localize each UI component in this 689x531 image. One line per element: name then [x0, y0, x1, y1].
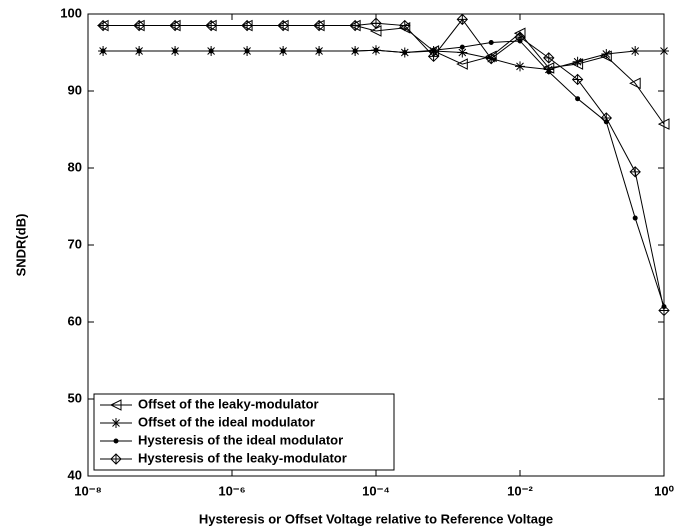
- marker: [459, 44, 465, 50]
- x-tick-label: 10⁻⁴: [362, 483, 390, 498]
- legend: Offset of the leaky-modulator Offset of t…: [93, 393, 395, 471]
- y-tick-label: 80: [68, 159, 82, 174]
- marker: [370, 17, 382, 29]
- y-tick-label: 100: [60, 5, 82, 20]
- series-line: [103, 40, 665, 307]
- marker: [208, 48, 214, 54]
- marker: [277, 19, 289, 32]
- marker: [109, 399, 122, 411]
- legend-box: [93, 393, 395, 471]
- marker: [402, 50, 408, 55]
- marker: [205, 19, 217, 32]
- marker: [632, 215, 638, 221]
- marker: [110, 453, 122, 465]
- legend-label: Hysteresis of the leaky-modulator: [138, 450, 347, 465]
- y-tick-label: 90: [68, 82, 82, 97]
- marker: [629, 77, 641, 90]
- marker: [113, 438, 119, 444]
- marker: [133, 19, 145, 32]
- marker: [172, 48, 178, 54]
- marker: [169, 19, 181, 32]
- marker: [352, 48, 358, 54]
- marker: [601, 49, 612, 60]
- x-tick-label: 10⁻⁶: [218, 483, 245, 498]
- y-axis-label: SNDR(dB): [13, 214, 28, 277]
- marker: [600, 112, 613, 124]
- x-tick-label: 10⁻⁸: [74, 483, 101, 498]
- marker: [572, 56, 583, 67]
- marker: [575, 96, 581, 102]
- marker: [456, 58, 468, 70]
- marker: [630, 45, 641, 56]
- marker: [136, 48, 142, 54]
- y-tick-label: 70: [68, 236, 82, 251]
- legend-label: Offset of the ideal modulator: [138, 414, 315, 429]
- marker: [244, 48, 250, 54]
- series-line: [103, 25, 665, 125]
- legend-label: Offset of the leaky-modulator: [138, 396, 319, 411]
- marker: [659, 45, 669, 56]
- legend-label: Hysteresis of the ideal modulator: [138, 432, 343, 447]
- marker: [313, 19, 325, 32]
- y-tick-label: 60: [68, 313, 82, 328]
- marker: [427, 50, 440, 63]
- marker: [515, 61, 525, 72]
- x-axis-label: Hysteresis or Offset Voltage relative to…: [199, 511, 553, 526]
- marker: [658, 304, 670, 317]
- marker: [316, 48, 322, 54]
- marker: [546, 69, 552, 75]
- marker: [456, 13, 469, 26]
- y-tick-label: 40: [68, 467, 82, 482]
- marker: [457, 47, 468, 58]
- y-tick-label: 50: [68, 390, 82, 405]
- x-tick-label: 10⁻²: [507, 483, 533, 498]
- marker: [629, 166, 641, 178]
- marker: [241, 19, 253, 32]
- marker: [543, 52, 555, 64]
- marker: [280, 48, 286, 54]
- marker: [373, 47, 379, 53]
- marker: [488, 39, 494, 45]
- marker: [571, 73, 584, 86]
- marker: [349, 19, 361, 32]
- marker: [657, 118, 670, 130]
- marker: [514, 31, 526, 43]
- x-tick-label: 10⁰: [654, 483, 674, 498]
- marker: [111, 418, 121, 428]
- marker: [97, 19, 109, 32]
- marker: [100, 48, 106, 54]
- marker: [399, 19, 411, 32]
- marker: [485, 52, 497, 65]
